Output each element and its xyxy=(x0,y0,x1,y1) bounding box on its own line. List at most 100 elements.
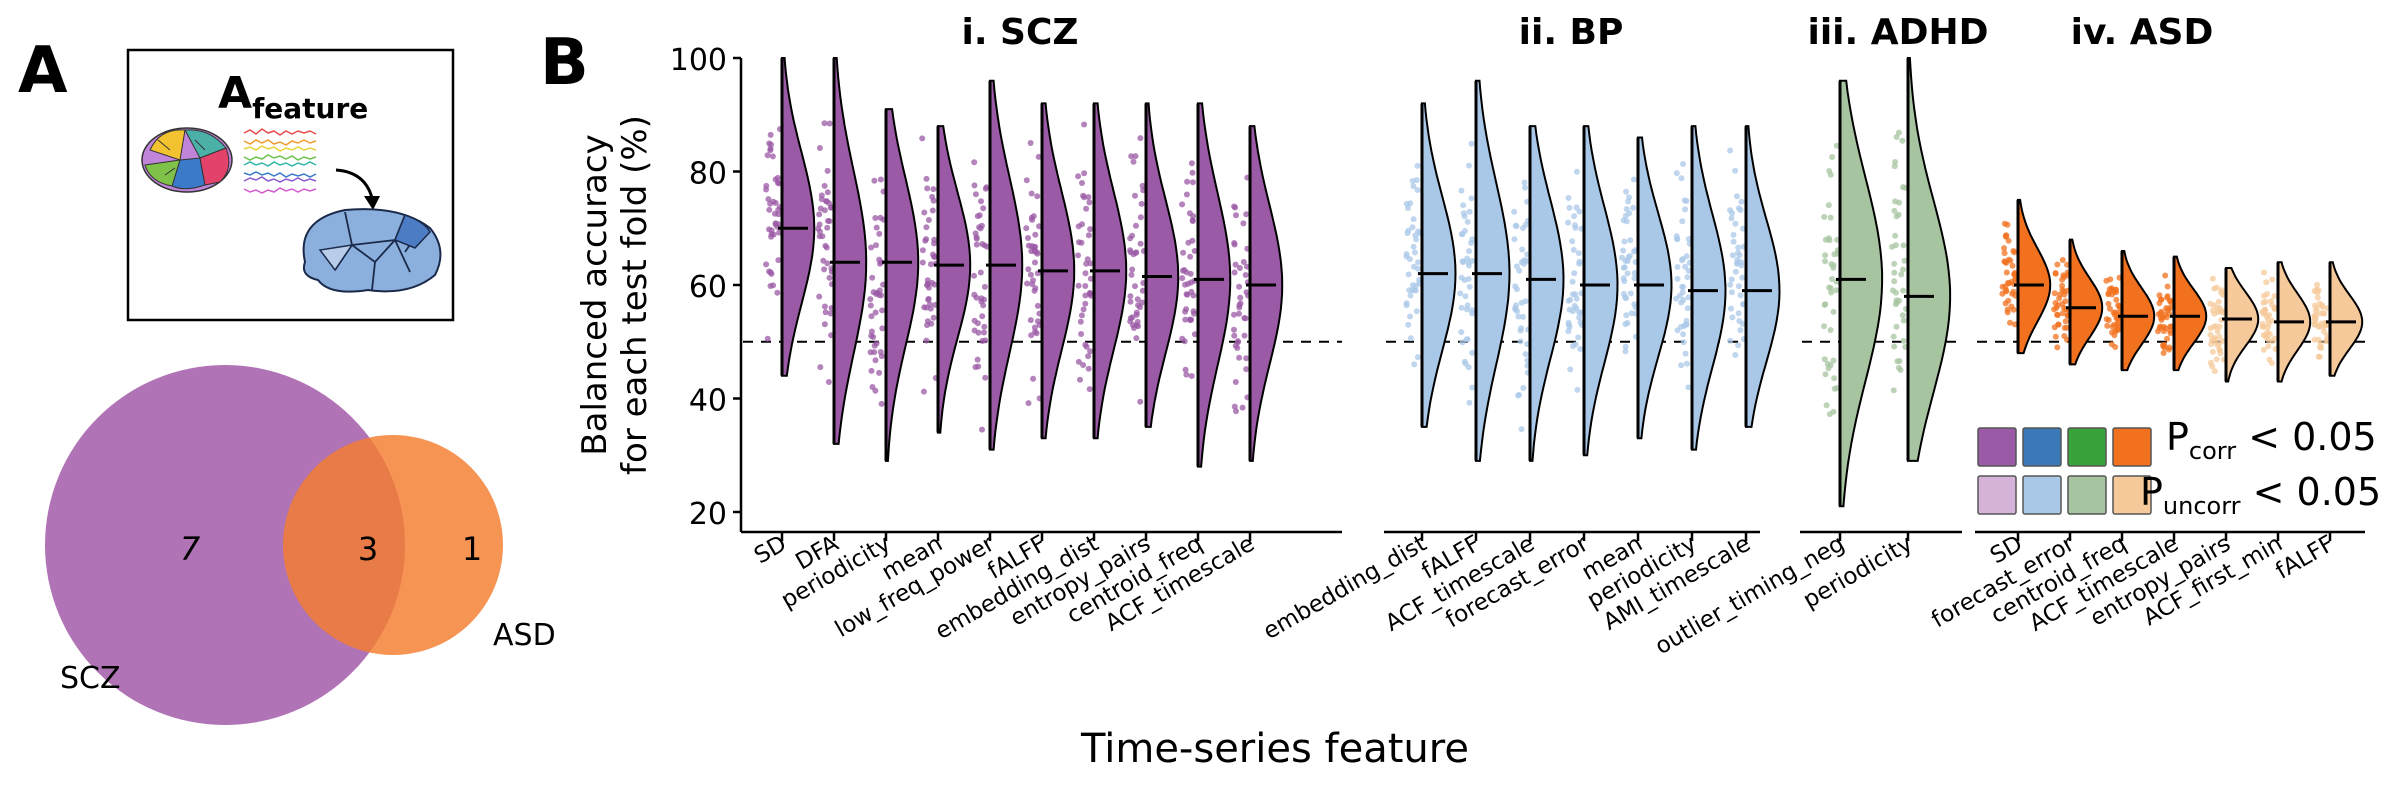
data-point xyxy=(766,206,773,213)
data-point xyxy=(2052,300,2059,306)
data-point xyxy=(1133,309,1140,316)
data-point xyxy=(1410,216,1417,223)
data-point xyxy=(2003,269,2010,276)
data-point xyxy=(1517,338,1524,345)
violin xyxy=(1249,125,1284,462)
data-point xyxy=(1128,271,1135,278)
data-point xyxy=(2063,324,2070,331)
data-point xyxy=(1683,198,1690,204)
data-point xyxy=(868,313,875,320)
data-point xyxy=(1083,343,1090,350)
data-point xyxy=(1025,266,1032,273)
data-point xyxy=(1829,154,1836,160)
data-point xyxy=(2263,279,2270,286)
data-point xyxy=(1626,253,1633,260)
data-point xyxy=(2158,314,2164,321)
data-point xyxy=(931,253,938,260)
data-point xyxy=(2054,344,2061,351)
violin xyxy=(1145,102,1180,428)
data-point xyxy=(767,283,774,289)
data-point xyxy=(925,295,932,302)
data-point xyxy=(1732,352,1739,358)
data-point xyxy=(1464,336,1471,343)
data-point xyxy=(924,280,931,287)
data-point xyxy=(1409,286,1416,293)
data-point xyxy=(983,184,990,191)
data-point xyxy=(1134,318,1141,325)
data-point xyxy=(1031,324,1038,331)
data-point xyxy=(1409,178,1416,184)
data-point xyxy=(1730,231,1737,238)
data-point xyxy=(772,200,779,206)
data-point xyxy=(1892,232,1899,239)
data-point xyxy=(2004,309,2011,316)
y-axis-label-line2: for each test fold (%) xyxy=(615,115,655,475)
data-point xyxy=(1679,218,1686,225)
data-point xyxy=(1085,365,1092,372)
data-point xyxy=(1133,222,1139,229)
data-point xyxy=(1087,348,1094,355)
group-asd: iv. ASDSDforecast_errorcentroid_freqACF_… xyxy=(1927,12,2365,637)
data-point xyxy=(1035,153,1042,160)
data-point xyxy=(1023,177,1030,184)
data-point xyxy=(2260,346,2267,353)
x-tick-label: SD xyxy=(750,531,791,570)
data-point xyxy=(2312,307,2319,314)
data-point xyxy=(930,186,937,193)
violin xyxy=(2173,255,2208,372)
data-point xyxy=(1622,348,1629,355)
data-point xyxy=(1414,354,1421,361)
data-point xyxy=(1184,178,1191,185)
data-point xyxy=(1575,250,1582,257)
data-point xyxy=(1179,335,1186,342)
data-point xyxy=(872,309,879,316)
data-point xyxy=(868,328,875,335)
data-point xyxy=(971,159,978,166)
venn-label-asd: ASD xyxy=(493,618,556,653)
data-point xyxy=(2214,342,2221,349)
data-point xyxy=(1075,223,1082,230)
data-point xyxy=(1188,288,1195,295)
data-point xyxy=(821,321,828,328)
data-point xyxy=(1236,354,1243,361)
data-point xyxy=(2059,310,2066,317)
data-point xyxy=(2167,297,2174,304)
data-point xyxy=(1234,339,1241,346)
data-point xyxy=(2008,303,2015,310)
data-point xyxy=(824,189,831,196)
data-point xyxy=(2053,304,2060,311)
data-point xyxy=(1900,266,1906,273)
data-point xyxy=(1179,275,1186,282)
data-point xyxy=(2111,332,2118,339)
data-point xyxy=(1730,238,1737,245)
data-point xyxy=(824,167,831,174)
data-point xyxy=(2109,291,2115,298)
data-point xyxy=(1829,276,1835,282)
data-point xyxy=(2209,363,2216,370)
data-point xyxy=(923,337,930,344)
data-point xyxy=(879,325,886,332)
data-point xyxy=(1565,195,1572,201)
data-point xyxy=(2007,319,2013,326)
data-point xyxy=(1729,314,1736,321)
data-point xyxy=(979,338,986,344)
data-point xyxy=(821,207,828,214)
data-point xyxy=(2162,325,2169,332)
data-point xyxy=(1466,399,1473,406)
data-point xyxy=(1130,158,1137,165)
data-point xyxy=(1024,280,1031,287)
data-point xyxy=(1831,251,1838,258)
data-point xyxy=(873,224,880,231)
data-point xyxy=(1624,320,1631,326)
group-title: iii. ADHD xyxy=(1808,12,1989,53)
venn-count-overlap: 3 xyxy=(358,530,378,568)
data-point xyxy=(2209,275,2216,282)
data-point xyxy=(2113,286,2119,293)
data-point xyxy=(1732,268,1739,275)
data-point xyxy=(2001,250,2008,257)
data-point xyxy=(1571,213,1578,220)
data-point xyxy=(1738,198,1745,205)
data-point xyxy=(1243,211,1250,218)
data-point xyxy=(1823,402,1830,409)
data-point xyxy=(872,215,879,221)
